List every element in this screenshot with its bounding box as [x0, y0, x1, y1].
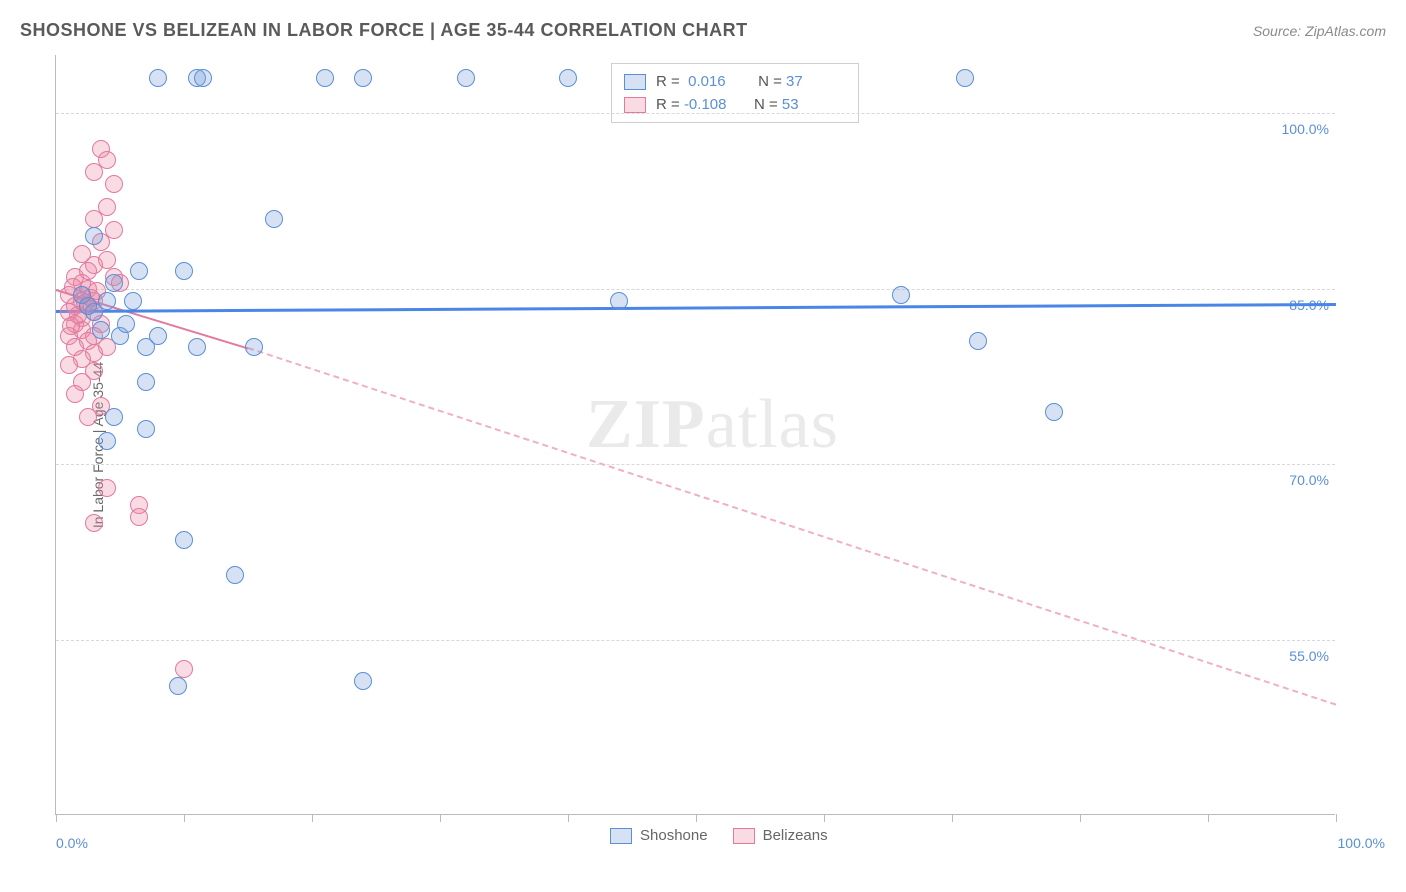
gridline — [56, 464, 1335, 465]
trend-line — [248, 347, 1337, 706]
swatch-shoshone-icon — [610, 828, 632, 844]
y-tick-label: 70.0% — [1289, 472, 1329, 488]
x-tick — [440, 814, 441, 822]
point-shoshone — [969, 332, 987, 350]
point-shoshone — [892, 286, 910, 304]
x-tick — [824, 814, 825, 822]
point-shoshone — [457, 69, 475, 87]
legend-item-belizeans: Belizeans — [733, 827, 828, 844]
plot-area: ZIPatlas R = 0.016 N = 37 R = -0.108 N =… — [55, 55, 1335, 815]
point-shoshone — [124, 292, 142, 310]
point-belizeans — [60, 356, 78, 374]
y-tick-label: 100.0% — [1282, 121, 1329, 137]
legend-label-b: Belizeans — [763, 827, 828, 844]
point-belizeans — [105, 175, 123, 193]
point-shoshone — [194, 69, 212, 87]
swatch-shoshone-icon — [624, 74, 646, 90]
x-tick — [56, 814, 57, 822]
point-shoshone — [130, 262, 148, 280]
point-shoshone — [610, 292, 628, 310]
stat-n-b: 53 — [782, 96, 842, 113]
legend-series: Shoshone Belizeans — [610, 827, 828, 844]
point-belizeans — [85, 514, 103, 532]
point-shoshone — [265, 210, 283, 228]
x-tick — [184, 814, 185, 822]
swatch-belizeans-icon — [733, 828, 755, 844]
point-shoshone — [137, 420, 155, 438]
point-shoshone — [175, 531, 193, 549]
point-belizeans — [130, 508, 148, 526]
point-shoshone — [226, 566, 244, 584]
x-tick — [696, 814, 697, 822]
point-shoshone — [117, 315, 135, 333]
watermark-bold: ZIP — [586, 386, 706, 463]
point-shoshone — [316, 69, 334, 87]
x-tick — [1208, 814, 1209, 822]
point-shoshone — [1045, 403, 1063, 421]
x-tick — [1080, 814, 1081, 822]
point-belizeans — [79, 262, 97, 280]
legend-label-a: Shoshone — [640, 827, 708, 844]
legend-item-shoshone: Shoshone — [610, 827, 708, 844]
x-tick — [952, 814, 953, 822]
point-shoshone — [105, 274, 123, 292]
point-shoshone — [169, 677, 187, 695]
stat-r-a: 0.016 — [688, 73, 748, 90]
x-tick-label: 0.0% — [56, 835, 88, 851]
x-tick-label: 100.0% — [1338, 835, 1385, 851]
y-tick-label: 55.0% — [1289, 648, 1329, 664]
point-shoshone — [149, 69, 167, 87]
x-tick — [568, 814, 569, 822]
stat-n-a: 37 — [786, 73, 846, 90]
point-shoshone — [245, 338, 263, 356]
x-tick — [1336, 814, 1337, 822]
point-belizeans — [98, 479, 116, 497]
stat-r-b: -0.108 — [684, 96, 744, 113]
watermark: ZIPatlas — [586, 385, 839, 465]
point-shoshone — [956, 69, 974, 87]
point-shoshone — [105, 408, 123, 426]
point-shoshone — [559, 69, 577, 87]
gridline — [56, 289, 1335, 290]
point-belizeans — [62, 317, 80, 335]
legend-stats-row-a: R = 0.016 N = 37 — [624, 70, 846, 93]
point-shoshone — [354, 69, 372, 87]
stat-r-label: R = 0.016 — [656, 73, 748, 90]
point-shoshone — [137, 373, 155, 391]
point-shoshone — [79, 297, 97, 315]
stat-r-label: R = -0.108 — [656, 96, 744, 113]
x-tick — [312, 814, 313, 822]
chart-header: SHOSHONE VS BELIZEAN IN LABOR FORCE | AG… — [20, 20, 1386, 41]
point-belizeans — [85, 210, 103, 228]
point-belizeans — [85, 163, 103, 181]
plot-wrap: In Labor Force | Age 35-44 ZIPatlas R = … — [55, 55, 1385, 835]
gridline — [56, 113, 1335, 114]
point-shoshone — [175, 262, 193, 280]
point-belizeans — [66, 385, 84, 403]
trend-line — [56, 303, 1336, 313]
point-belizeans — [175, 660, 193, 678]
point-shoshone — [354, 672, 372, 690]
watermark-rest: atlas — [706, 386, 839, 463]
chart-title: SHOSHONE VS BELIZEAN IN LABOR FORCE | AG… — [20, 20, 748, 41]
point-belizeans — [79, 408, 97, 426]
stat-n-label: N = 53 — [754, 96, 842, 113]
point-shoshone — [92, 321, 110, 339]
point-shoshone — [188, 338, 206, 356]
point-shoshone — [137, 338, 155, 356]
point-shoshone — [98, 432, 116, 450]
stat-n-label: N = 37 — [758, 73, 846, 90]
source-label: Source: ZipAtlas.com — [1253, 23, 1386, 39]
point-shoshone — [85, 227, 103, 245]
swatch-belizeans-icon — [624, 97, 646, 113]
